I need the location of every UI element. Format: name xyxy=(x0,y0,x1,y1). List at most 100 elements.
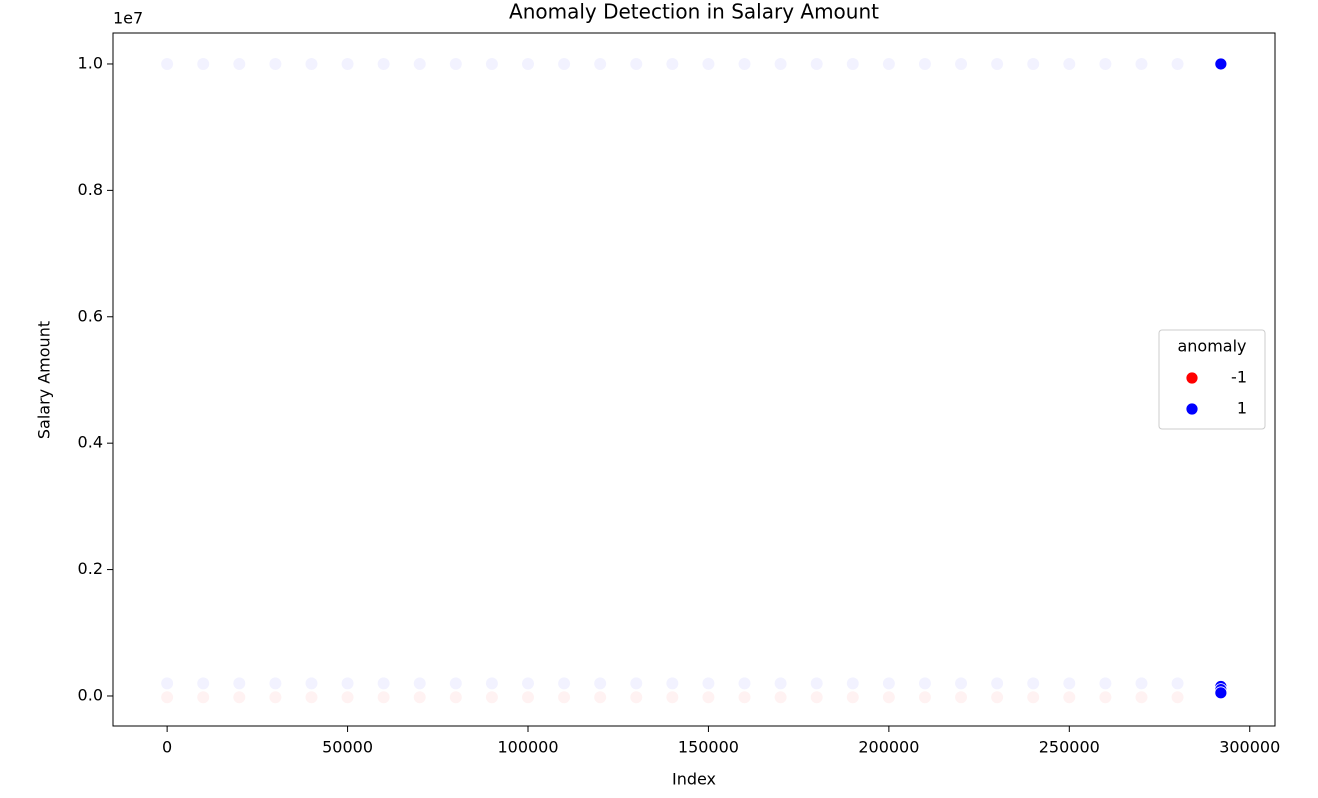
point xyxy=(521,57,535,71)
x-tick-label: 50000 xyxy=(322,738,373,757)
point xyxy=(1171,57,1184,71)
point xyxy=(377,676,391,690)
point xyxy=(954,676,968,690)
point xyxy=(413,57,427,71)
point xyxy=(485,57,499,71)
point xyxy=(160,57,174,71)
point xyxy=(774,57,788,71)
point xyxy=(954,690,968,704)
point xyxy=(1026,690,1040,704)
point xyxy=(990,690,1004,704)
legend-marker xyxy=(1185,402,1199,416)
point xyxy=(485,676,499,690)
point xyxy=(1135,57,1148,71)
point xyxy=(268,57,282,71)
y-tick-label: 0.8 xyxy=(78,180,103,199)
point xyxy=(521,676,535,690)
point xyxy=(810,57,824,71)
point xyxy=(954,57,968,71)
point xyxy=(1062,676,1076,690)
point xyxy=(738,690,751,704)
y-tick-label: 1.0 xyxy=(78,53,103,72)
y-tick-label: 0.4 xyxy=(78,433,103,452)
point xyxy=(846,57,860,71)
point xyxy=(846,690,860,704)
point xyxy=(738,676,751,690)
legend-label: -1 xyxy=(1231,368,1247,387)
point xyxy=(160,690,174,704)
point xyxy=(593,690,607,704)
point xyxy=(413,676,427,690)
point xyxy=(702,690,715,704)
point xyxy=(774,676,788,690)
point xyxy=(196,676,210,690)
point xyxy=(990,57,1004,71)
point xyxy=(1098,57,1112,71)
point xyxy=(629,690,643,704)
point xyxy=(557,676,571,690)
point xyxy=(1098,690,1112,704)
point xyxy=(1026,57,1040,71)
plot-points xyxy=(160,57,1228,704)
point xyxy=(268,676,282,690)
point xyxy=(521,690,535,704)
point xyxy=(702,57,715,71)
x-tick-label: 250000 xyxy=(1039,738,1100,757)
legend-title: anomaly xyxy=(1177,337,1246,356)
point xyxy=(196,690,210,704)
point xyxy=(918,690,932,704)
point xyxy=(341,690,354,704)
point xyxy=(305,676,318,690)
point xyxy=(990,676,1004,690)
legend-label: 1 xyxy=(1237,399,1247,418)
point xyxy=(665,676,679,690)
point xyxy=(232,676,246,690)
point xyxy=(882,676,896,690)
point xyxy=(665,57,679,71)
x-tick-label: 300000 xyxy=(1219,738,1280,757)
point xyxy=(449,690,463,704)
x-tick-label: 150000 xyxy=(678,738,739,757)
point xyxy=(377,690,391,704)
point xyxy=(665,690,679,704)
point xyxy=(846,676,860,690)
point xyxy=(449,676,463,690)
point xyxy=(268,690,282,704)
point xyxy=(1171,676,1184,690)
y-offset-label: 1e7 xyxy=(113,9,143,28)
legend-box xyxy=(1158,329,1266,430)
point xyxy=(918,676,932,690)
point xyxy=(1026,676,1040,690)
point xyxy=(377,57,391,71)
point xyxy=(1135,676,1148,690)
point xyxy=(557,57,571,71)
point xyxy=(882,690,896,704)
point xyxy=(449,57,463,71)
point xyxy=(593,57,607,71)
point xyxy=(629,676,643,690)
point xyxy=(305,57,318,71)
y-tick-label: 0.2 xyxy=(78,559,103,578)
point xyxy=(485,690,499,704)
point xyxy=(593,676,607,690)
y-tick-label: 0.0 xyxy=(78,685,103,704)
point xyxy=(341,676,354,690)
point xyxy=(702,676,715,690)
point xyxy=(1062,57,1076,71)
y-axis-label: Salary Amount xyxy=(35,321,54,439)
point xyxy=(341,57,354,71)
point xyxy=(1214,57,1228,71)
point xyxy=(305,690,318,704)
point xyxy=(1171,690,1184,704)
point xyxy=(1135,690,1148,704)
point xyxy=(160,676,174,690)
point xyxy=(810,690,824,704)
plot-frame xyxy=(112,32,1276,727)
point xyxy=(196,57,210,71)
y-tick-label: 0.6 xyxy=(78,306,103,325)
point xyxy=(1062,690,1076,704)
point xyxy=(774,690,788,704)
x-tick-label: 200000 xyxy=(858,738,919,757)
